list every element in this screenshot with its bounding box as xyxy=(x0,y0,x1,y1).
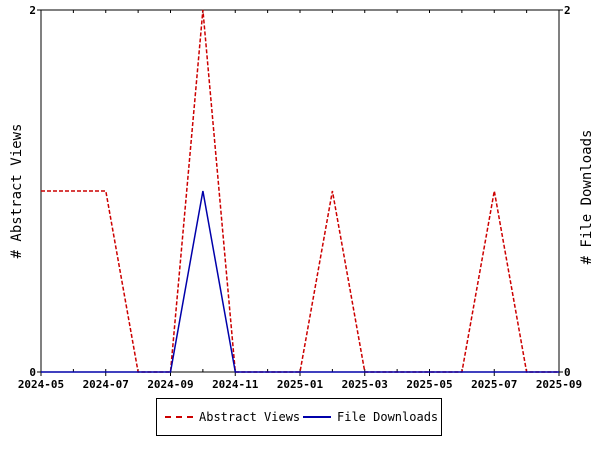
legend-swatch-file-downloads xyxy=(303,416,331,418)
x-tick-label: 2025-05 xyxy=(406,378,452,391)
legend-swatch-abstract-views xyxy=(165,416,193,418)
y-right-tick-label: 2 xyxy=(564,4,571,17)
y-right-tick-label: 0 xyxy=(564,366,571,379)
x-tick-label: 2024-09 xyxy=(147,378,193,391)
legend-item-abstract-views: Abstract Views xyxy=(165,410,300,424)
y-left-tick-label: 2 xyxy=(29,4,36,17)
legend-item-file-downloads: File Downloads xyxy=(303,410,438,424)
x-tick-label: 2025-01 xyxy=(277,378,324,391)
x-tick-label: 2025-07 xyxy=(471,378,517,391)
x-tick-label: 2024-05 xyxy=(18,378,64,391)
x-tick-label: 2025-03 xyxy=(342,378,388,391)
series-line-abstract-views xyxy=(41,9,559,373)
x-tick-label: 2024-11 xyxy=(212,378,259,391)
x-tick-label: 2024-07 xyxy=(83,378,129,391)
y-axis-ticks: 0 2 0 2 xyxy=(29,4,570,379)
series-layer xyxy=(40,9,560,373)
x-axis-ticks: 2024-05 2024-07 2024-09 2024-11 2025-01 2025-… xyxy=(18,10,582,391)
legend: Abstract Views File Downloads xyxy=(156,398,442,436)
plot-area xyxy=(40,9,560,373)
legend-label-abstract-views: Abstract Views xyxy=(199,410,301,424)
legend-label-file-downloads: File Downloads xyxy=(337,410,439,424)
y-axis-title-left: # Abstract Views xyxy=(9,124,25,259)
x-tick-label: 2025-09 xyxy=(536,378,582,391)
y-left-tick-label: 0 xyxy=(29,366,36,379)
y-axis-title-right: # File Downloads xyxy=(579,130,595,265)
